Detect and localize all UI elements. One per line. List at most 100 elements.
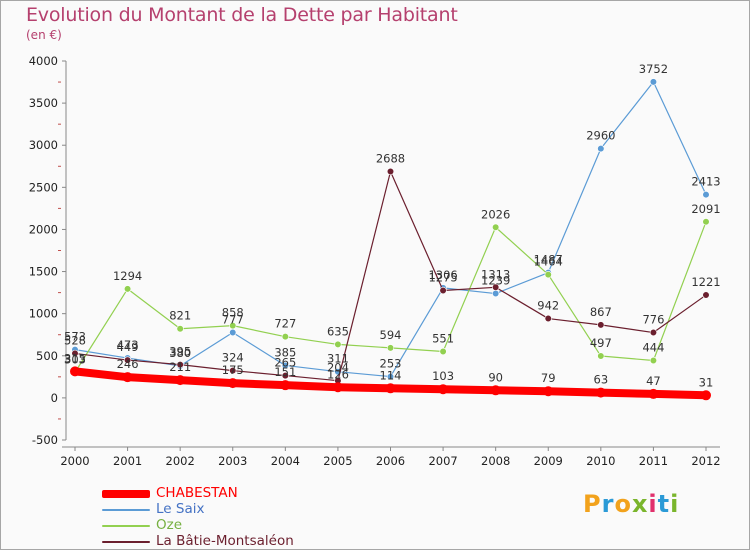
data-label: 1275	[428, 271, 457, 285]
data-point	[544, 270, 552, 279]
data-label: 2688	[376, 151, 405, 165]
data-label: 858	[222, 306, 244, 320]
data-label: 253	[380, 357, 402, 371]
data-label: 594	[380, 328, 402, 342]
logo-letter: o	[614, 490, 632, 518]
x-tick-label: 2005	[323, 454, 352, 468]
x-tick-label: 2004	[271, 454, 300, 468]
x-tick-label: 2003	[218, 454, 247, 468]
data-point	[649, 328, 658, 337]
y-tick-label: 1500	[29, 265, 58, 279]
proxiti-logo: Proxiti	[583, 490, 679, 518]
data-label: 1306	[428, 268, 457, 282]
data-point	[702, 191, 710, 199]
data-point	[229, 328, 237, 337]
x-tick-label: 2008	[481, 454, 510, 468]
data-label: 2413	[691, 175, 720, 189]
data-point	[229, 322, 237, 330]
data-label: 727	[274, 317, 296, 331]
data-label: 324	[222, 351, 244, 365]
data-point	[490, 385, 501, 396]
data-label: 79	[541, 371, 556, 385]
logo-letter: x	[631, 490, 649, 518]
data-point	[439, 286, 447, 295]
data-point	[597, 321, 605, 329]
data-label: 47	[646, 374, 661, 388]
data-label: 385	[274, 345, 296, 359]
data-point	[280, 380, 291, 391]
legend-label: La Bâtie-Montsaléon	[156, 533, 294, 549]
data-label: 942	[537, 299, 559, 313]
legend-swatch	[102, 525, 150, 527]
y-tick-label: 3000	[29, 138, 58, 152]
data-label: 551	[432, 331, 454, 345]
x-tick-label: 2000	[60, 454, 89, 468]
data-point	[123, 285, 132, 293]
data-point	[702, 291, 710, 299]
legend-swatch	[102, 509, 150, 511]
data-point	[386, 167, 395, 176]
x-tick-label: 2007	[428, 454, 457, 468]
data-point	[595, 387, 606, 398]
data-label: 528	[64, 333, 86, 347]
data-label: 311	[327, 352, 349, 366]
data-label: 867	[590, 305, 612, 319]
x-tick-label: 2001	[113, 454, 142, 468]
data-label: 473	[117, 338, 139, 352]
logo-letter: t	[657, 490, 671, 518]
data-label: 573	[64, 330, 86, 344]
y-tick-label: 500	[36, 349, 58, 363]
legend-swatch	[102, 541, 150, 543]
legend-swatch	[102, 490, 150, 498]
logo-letter: i	[648, 490, 658, 518]
data-point	[229, 367, 237, 375]
y-tick-label: -500	[32, 433, 58, 447]
data-label: 31	[699, 375, 714, 389]
data-label: 1313	[481, 267, 510, 281]
y-tick-label: 1000	[29, 307, 58, 321]
data-label: 497	[590, 336, 612, 350]
data-label: 395	[169, 345, 191, 359]
y-tick-label: 2500	[29, 180, 58, 194]
data-point	[597, 144, 605, 153]
data-label: 1221	[691, 275, 720, 289]
logo-letter: r	[601, 490, 615, 518]
data-label: 246	[117, 357, 139, 371]
data-label: 90	[488, 370, 503, 384]
data-label: 103	[432, 369, 454, 383]
x-tick-label: 2010	[586, 454, 615, 468]
data-label: 315	[64, 351, 86, 365]
y-tick-label: 3500	[29, 96, 58, 110]
data-label: 303	[64, 352, 86, 366]
data-label: 776	[642, 313, 664, 327]
data-point	[702, 218, 710, 226]
data-label: 114	[380, 368, 402, 382]
data-point	[385, 383, 396, 394]
data-label: 126	[327, 367, 349, 381]
data-label: 635	[327, 324, 349, 338]
data-label: 175	[222, 363, 244, 377]
data-point	[648, 388, 659, 399]
data-label: 821	[169, 309, 191, 323]
data-point	[176, 325, 184, 333]
data-point	[227, 378, 238, 389]
data-label: 2026	[481, 207, 510, 221]
logo-letter: i	[670, 490, 680, 518]
chart-title: Evolution du Montant de la Dette par Hab…	[26, 4, 458, 26]
logo-letter: P	[583, 490, 602, 518]
data-point	[492, 289, 500, 298]
legend-label: Oze	[156, 517, 183, 533]
y-tick-label: 4000	[29, 54, 58, 68]
data-label: 2091	[691, 202, 720, 216]
data-point	[281, 333, 289, 341]
data-label: 204	[327, 361, 349, 375]
y-tick-label: 0	[51, 391, 58, 405]
data-point	[281, 361, 289, 370]
data-label: 151	[274, 365, 296, 379]
x-tick-label: 2009	[534, 454, 563, 468]
chart-subtitle: (en €)	[26, 28, 62, 42]
data-label: 444	[642, 340, 664, 354]
data-label: 1464	[534, 255, 563, 269]
data-point	[334, 340, 342, 349]
data-point	[122, 372, 133, 383]
